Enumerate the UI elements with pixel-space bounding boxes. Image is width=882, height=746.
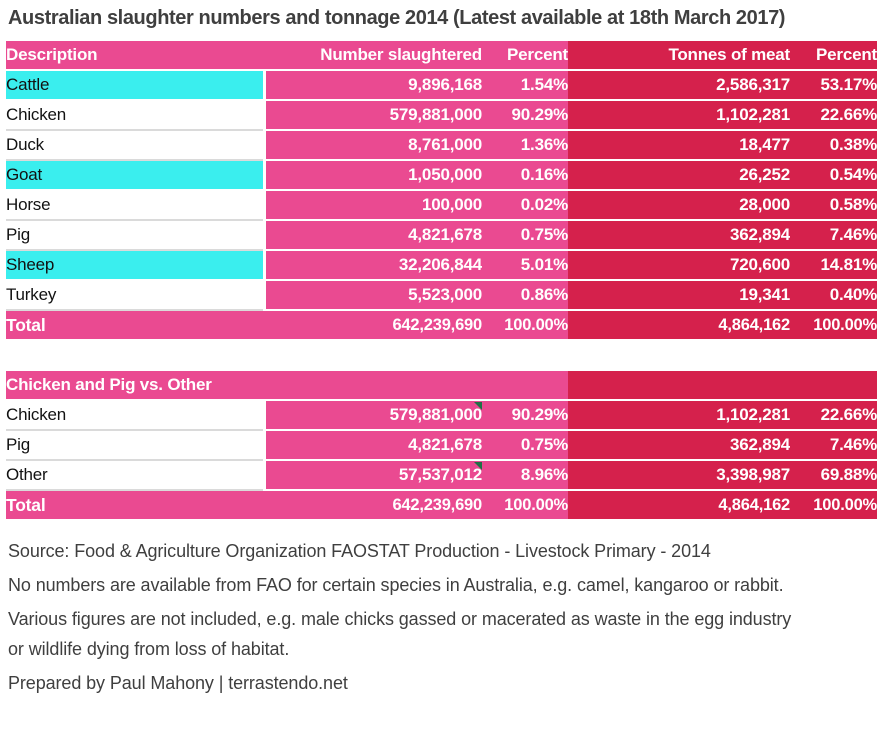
cell-tonnes: 362,894 [568,430,791,461]
cell-total-label: Total [6,310,264,339]
slaughter-table: Description Number slaughtered Percent T… [6,41,877,339]
table-row-other-group: Other 57,537,012 8.96% 3,398,987 69.88% [6,460,878,491]
col-header-tonnes-percent: Percent [790,41,877,71]
table-row-turkey: Turkey 5,523,000 0.86% 19,341 0.40% [6,280,877,311]
cell-number-percent: 5.01% [482,250,568,281]
cell-description: Pig [6,430,266,461]
cell-description: Sheep [6,250,266,281]
cell-total-number-pct: 100.00% [482,490,569,519]
cell-number-slaughtered: 579,881,000 [264,400,482,431]
cell-number-percent: 90.29% [482,100,568,131]
cell-number-percent: 1.36% [482,130,568,161]
cell-total-tonnes-pct: 100.00% [790,490,878,519]
cell-description: Goat [6,160,266,191]
cell-tonnes: 19,341 [568,280,790,311]
table2-title: Chicken and Pig vs. Other [6,371,569,401]
cell-tonnes: 1,102,281 [568,400,791,431]
cell-tonnes: 1,102,281 [568,100,790,131]
cell-number-slaughtered: 8,761,000 [264,130,482,161]
cell-tonnes: 3,398,987 [568,460,791,491]
table-gap [6,339,877,371]
footer-notes: Source: Food & Agriculture Organization … [8,536,877,698]
table-row-chicken: Chicken 579,881,000 90.29% 1,102,281 22.… [6,100,877,131]
cell-description: Horse [6,190,266,221]
cell-tonnes-percent: 0.54% [790,160,877,191]
cell-tonnes-percent: 14.81% [790,250,877,281]
cell-total-label: Total [6,490,264,519]
table-row-duck: Duck 8,761,000 1.36% 18,477 0.38% [6,130,877,161]
cell-total-tonnes: 4,864,162 [568,490,791,519]
cell-number-slaughtered: 579,881,000 [264,100,482,131]
chicken-pig-vs-other-table: Chicken and Pig vs. Other Chicken 579,88… [6,371,878,519]
cell-description: Other [6,460,266,491]
table2-header-row: Chicken and Pig vs. Other [6,371,878,401]
cell-number-percent: 1.54% [482,70,568,101]
cell-number-percent: 0.16% [482,160,568,191]
cell-description: Chicken [6,400,266,431]
excluded-figures-note: Various figures are not included, e.g. m… [8,609,792,659]
cell-total-tonnes-pct: 100.00% [790,310,877,339]
cell-tonnes-percent: 0.38% [790,130,877,161]
col-header-number-slaughtered: Number slaughtered [264,41,482,71]
cell-description: Duck [6,130,266,161]
table-row-chicken-group: Chicken 579,881,000 90.29% 1,102,281 22.… [6,400,878,431]
cell-description: Turkey [6,280,266,311]
table1-total-row: Total 642,239,690 100.00% 4,864,162 100.… [6,310,877,339]
cell-tonnes-percent: 53.17% [790,70,877,101]
table2-total-row: Total 642,239,690 100.00% 4,864,162 100.… [6,490,878,519]
fao-species-note: No numbers are available from FAO for ce… [8,575,784,595]
cell-total-number-pct: 100.00% [482,310,568,339]
cell-tonnes: 28,000 [568,190,790,221]
table-row-pig: Pig 4,821,678 0.75% 362,894 7.46% [6,220,877,251]
cell-total-tonnes: 4,864,162 [568,310,790,339]
cell-tonnes: 2,586,317 [568,70,790,101]
page-title: Australian slaughter numbers and tonnage… [8,7,786,29]
cell-number-slaughtered: 32,206,844 [264,250,482,281]
col-header-tonnes-of-meat: Tonnes of meat [568,41,790,71]
cell-number-percent: 0.75% [482,430,569,461]
cell-tonnes: 362,894 [568,220,790,251]
cell-tonnes: 720,600 [568,250,790,281]
cell-description: Cattle [6,70,266,101]
cell-tonnes: 26,252 [568,160,790,191]
cell-number-percent: 0.02% [482,190,568,221]
table-row-cattle: Cattle 9,896,168 1.54% 2,586,317 53.17% [6,70,877,101]
page: Australian slaughter numbers and tonnage… [6,7,878,698]
cell-tonnes-percent: 69.88% [790,460,878,491]
cell-number-slaughtered: 9,896,168 [264,70,482,101]
col-header-number-percent: Percent [482,41,568,71]
cell-description: Pig [6,220,266,251]
cell-tonnes-percent: 7.46% [790,220,877,251]
prepared-by-credit: Prepared by Paul Mahony | terrastendo.ne… [8,673,348,693]
cell-number-percent: 0.75% [482,220,568,251]
cell-tonnes-percent: 0.40% [790,280,877,311]
cell-number-percent: 8.96% [482,460,569,491]
cell-total-number: 642,239,690 [264,310,482,339]
cell-number-slaughtered: 4,821,678 [264,430,482,461]
cell-tonnes-percent: 22.66% [790,400,878,431]
cell-number-slaughtered: 5,523,000 [264,280,482,311]
col-header-description: Description [6,41,264,71]
cell-description: Chicken [6,100,266,131]
cell-tonnes-percent: 0.58% [790,190,877,221]
cell-tonnes: 18,477 [568,130,790,161]
table1-header-row: Description Number slaughtered Percent T… [6,41,877,71]
cell-number-slaughtered: 57,537,012 [264,460,482,491]
cell-number-slaughtered: 100,000 [264,190,482,221]
cell-number-slaughtered: 4,821,678 [264,220,482,251]
cell-number-percent: 90.29% [482,400,569,431]
table2-header-spacer [568,371,878,401]
table-row-pig-group: Pig 4,821,678 0.75% 362,894 7.46% [6,430,878,461]
cell-number-slaughtered: 1,050,000 [264,160,482,191]
table-row-horse: Horse 100,000 0.02% 28,000 0.58% [6,190,877,221]
table-row-sheep: Sheep 32,206,844 5.01% 720,600 14.81% [6,250,877,281]
cell-tonnes-percent: 22.66% [790,100,877,131]
table-row-goat: Goat 1,050,000 0.16% 26,252 0.54% [6,160,877,191]
source-note: Source: Food & Agriculture Organization … [8,541,711,561]
cell-total-number: 642,239,690 [264,490,482,519]
cell-number-percent: 0.86% [482,280,568,311]
cell-tonnes-percent: 7.46% [790,430,878,461]
